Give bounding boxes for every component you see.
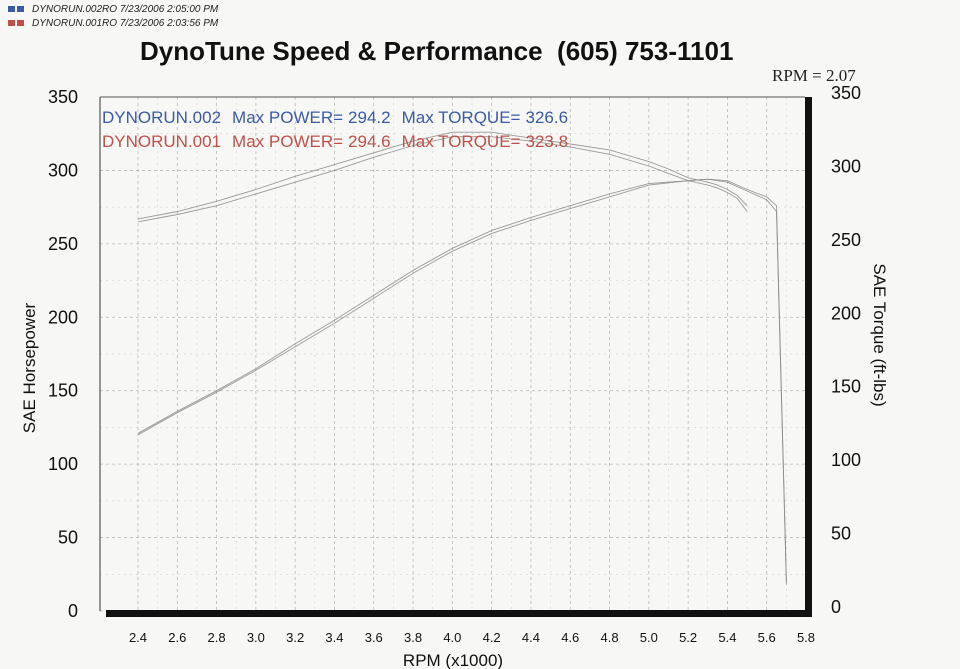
x-tick-label: 5.8 bbox=[797, 630, 815, 645]
run-001-filename: DYNORUN.001RO bbox=[32, 17, 118, 29]
y2-tick-label: 350 bbox=[831, 83, 861, 103]
legend-power-label: Max POWER= bbox=[232, 132, 343, 151]
x-tick-label: 2.6 bbox=[168, 630, 186, 645]
x-tick-label: 3.4 bbox=[325, 630, 343, 645]
legend-entry-dynorun-002: DYNORUN.002 Max POWER= 294.2 Max TORQUE= 326… bbox=[102, 108, 568, 127]
run-001-date: 7/23/2006 bbox=[119, 17, 165, 29]
x-tick-label: 2.8 bbox=[208, 630, 226, 645]
y-tick-label: 50 bbox=[58, 528, 78, 548]
run-002-date: 7/23/2006 bbox=[119, 3, 165, 15]
tick-layer: 2.4 2.6 2.8 3.0 3.2 3.4 3.6 3.8 4.0 4.2 4.4 4.6 4.8 5… bbox=[48, 83, 861, 645]
x-tick-label: 4.4 bbox=[522, 630, 540, 645]
x-tick-label: 4.2 bbox=[483, 630, 501, 645]
y2-tick-label: 250 bbox=[831, 230, 861, 250]
x-tick-label: 3.8 bbox=[404, 630, 422, 645]
run-001-swatch-icon bbox=[8, 20, 15, 26]
y2-tick-label: 200 bbox=[831, 303, 861, 323]
run-file-legend: DYNORUN.002RO 7/23/2006 2:05:00 PM DYNOR… bbox=[8, 2, 218, 30]
run-file-row-002: DYNORUN.002RO 7/23/2006 2:05:00 PM bbox=[8, 2, 218, 16]
chart-legend: DYNORUN.002 Max POWER= 294.2 Max TORQUE= 326… bbox=[102, 108, 568, 151]
grid-layer bbox=[100, 96, 807, 612]
series-line-power-dynorun-001 bbox=[137, 178, 787, 582]
y-tick-label: 250 bbox=[48, 234, 78, 254]
chart-title: DynoTune Speed & Performance (605) 753-1… bbox=[140, 36, 734, 66]
run-001-swatch-icon-2 bbox=[17, 20, 24, 26]
y-tick-label: 350 bbox=[48, 87, 78, 107]
legend-power-value: 294.6 bbox=[348, 132, 391, 151]
run-002-swatch-icon bbox=[8, 6, 15, 12]
y-tick-label: 300 bbox=[48, 160, 78, 180]
y-tick-label: 200 bbox=[48, 307, 78, 327]
x-tick-label: 5.4 bbox=[718, 630, 736, 645]
legend-torque-label: Max TORQUE= bbox=[402, 132, 521, 151]
y-axis-label: SAE Horsepower bbox=[20, 302, 39, 433]
y-tick-label: 150 bbox=[48, 381, 78, 401]
x-tick-label: 3.2 bbox=[286, 630, 304, 645]
frame-layer bbox=[99, 96, 812, 617]
series-line-torque-dynorun-001 bbox=[137, 136, 748, 223]
legend-torque-value: 326.6 bbox=[525, 108, 568, 127]
series-line-torque-dynorun-002 bbox=[137, 131, 748, 220]
bottom-axis-bar bbox=[106, 610, 812, 617]
legend-run-name: DYNORUN.001 bbox=[102, 132, 221, 151]
run-002-swatch-icon-2 bbox=[17, 6, 24, 12]
rpm-ratio-label: RPM = 2.07 bbox=[772, 66, 856, 85]
x-tick-label: 4.0 bbox=[443, 630, 461, 645]
run-file-row-001: DYNORUN.001RO 7/23/2006 2:03:56 PM bbox=[8, 16, 218, 30]
x-tick-label: 5.2 bbox=[679, 630, 697, 645]
legend-torque-label: Max TORQUE= bbox=[402, 108, 521, 127]
y2-axis-label: SAE Torque (ft-lbs) bbox=[870, 263, 889, 406]
legend-run-name: DYNORUN.002 bbox=[102, 108, 221, 127]
x-tick-label: 4.6 bbox=[561, 630, 579, 645]
y-tick-label: 0 bbox=[68, 601, 78, 621]
y2-tick-label: 50 bbox=[831, 524, 851, 544]
run-002-filename: DYNORUN.002RO bbox=[32, 3, 118, 15]
right-axis-bar bbox=[805, 97, 812, 615]
y2-tick-label: 100 bbox=[831, 450, 861, 470]
legend-torque-value: 323.8 bbox=[525, 132, 568, 151]
y2-tick-label: 0 bbox=[831, 597, 841, 617]
x-axis-label: RPM (x1000) bbox=[403, 651, 503, 669]
x-tick-label: 4.8 bbox=[600, 630, 618, 645]
legend-power-label: Max POWER= bbox=[232, 108, 343, 127]
x-tick-label: 5.0 bbox=[640, 630, 658, 645]
x-tick-label: 3.6 bbox=[365, 630, 383, 645]
run-001-time: 2:03:56 PM bbox=[167, 17, 219, 29]
legend-power-value: 294.2 bbox=[348, 108, 391, 127]
y2-tick-label: 300 bbox=[831, 156, 861, 176]
legend-entry-dynorun-001: DYNORUN.001 Max POWER= 294.6 Max TORQUE= 323… bbox=[102, 132, 568, 151]
run-002-time: 2:05:00 PM bbox=[167, 3, 219, 15]
x-tick-label: 2.4 bbox=[129, 630, 147, 645]
y2-tick-label: 150 bbox=[831, 377, 861, 397]
trace-layer bbox=[137, 131, 787, 585]
y-tick-label: 100 bbox=[48, 454, 78, 474]
x-tick-label: 3.0 bbox=[247, 630, 265, 645]
series-line-power-dynorun-002 bbox=[137, 178, 787, 585]
x-tick-label: 5.6 bbox=[758, 630, 776, 645]
